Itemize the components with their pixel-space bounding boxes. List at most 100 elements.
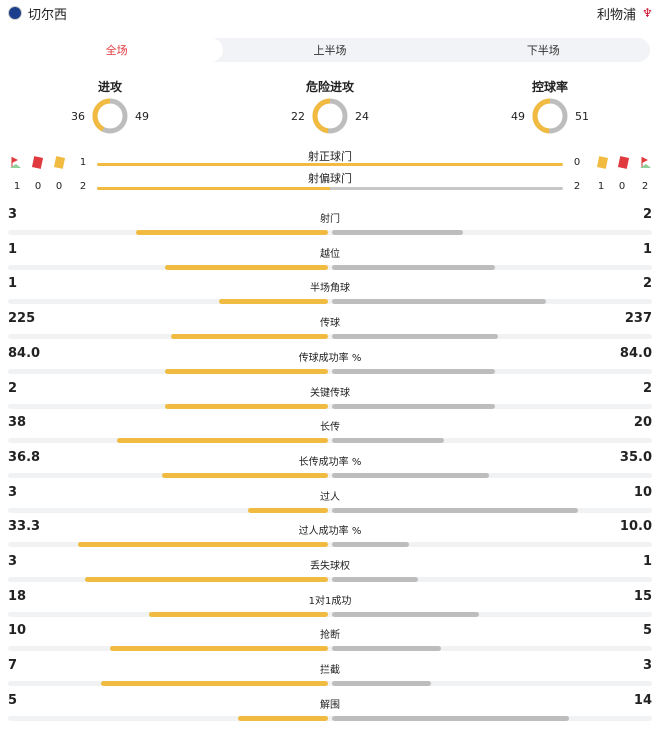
stat-name: 过人成功率 %: [298, 526, 362, 538]
stat-home-bar: [164, 403, 328, 409]
stat-name: 射门: [320, 214, 340, 225]
red-card-icon: [617, 156, 630, 169]
period-tabs: 全场 上半场 下半场: [10, 38, 650, 62]
ring-away-value: 51: [575, 109, 589, 123]
stat-away-bar: [332, 577, 419, 582]
stat-away-value: 1: [642, 241, 652, 257]
stat-home-bar: [238, 715, 328, 721]
home-team[interactable]: 切尔西: [8, 4, 67, 23]
stat-row: 225 传球 237: [0, 308, 660, 342]
stat-home-value: 18: [8, 588, 27, 604]
stat-track: [8, 611, 652, 617]
stat-track: [8, 438, 652, 444]
stat-away-bar: [332, 611, 480, 617]
ring-stat: 危险进攻 22 24: [270, 78, 390, 135]
stat-name: 关键传球: [310, 387, 350, 399]
stat-name: 传球: [320, 318, 340, 330]
away-off-target: 2: [573, 181, 581, 192]
stat-track: [8, 334, 652, 340]
stat-track: [8, 715, 652, 721]
home-corners: 1: [13, 181, 21, 192]
away-on-target: 0: [573, 157, 581, 168]
stat-track: [8, 577, 652, 582]
stat-away-value: 15: [633, 588, 652, 604]
stat-track: [8, 542, 652, 548]
ring-away-value: 24: [355, 109, 369, 123]
stat-name: 拦截: [320, 665, 340, 677]
liverpool-crest-icon: ♆: [642, 6, 653, 20]
ring-away-value: 49: [135, 109, 149, 123]
yellow-card-icon: [596, 156, 609, 169]
stat-home-bar: [78, 542, 328, 548]
stat-away-bar: [332, 646, 441, 652]
stat-away-value: 2: [642, 380, 652, 396]
away-corners: 2: [641, 181, 649, 192]
away-team[interactable]: 利物浦 ♆: [596, 4, 653, 23]
stat-away-value: 20: [633, 415, 652, 431]
stat-home-value: 7: [8, 658, 18, 674]
stat-row: 84.0 传球成功率 % 84.0: [0, 343, 660, 377]
stat-away-bar: [332, 681, 432, 687]
stat-away-value: 5: [642, 623, 652, 639]
stat-name: 1对1成功: [308, 595, 352, 607]
stat-row: 7 拦截 3: [0, 655, 660, 689]
stat-home-value: 10: [8, 623, 27, 639]
off-target-fill: [97, 187, 330, 190]
stat-home-bar: [116, 438, 328, 444]
off-target-bar: [97, 187, 563, 190]
ring-chart: [92, 98, 128, 134]
home-off-target: 2: [79, 181, 87, 192]
tab-full-match[interactable]: 全场: [10, 38, 224, 62]
stat-away-value: 1: [642, 554, 652, 569]
stat-home-value: 1: [8, 276, 18, 292]
stat-name: 长传: [320, 422, 340, 434]
match-header: 切尔西 利物浦 ♆: [0, 0, 660, 26]
on-target-label: 射正球门: [308, 150, 352, 163]
corner-flag-icon: [10, 157, 21, 168]
tab-first-half[interactable]: 上半场: [313, 44, 347, 57]
away-yellow-cards: 1: [597, 181, 605, 192]
stat-name: 越位: [320, 248, 340, 260]
stat-away-value: 35.0: [619, 449, 652, 465]
stat-row: 33.3 过人成功率 % 10.0: [0, 516, 660, 550]
stat-home-value: 38: [8, 415, 27, 431]
stat-away-value: 10.0: [619, 519, 652, 535]
stat-row: 38 长传 20: [0, 412, 660, 446]
stat-track: [8, 472, 652, 478]
stat-away-bar: [332, 264, 496, 270]
ring-home-arc: [532, 98, 568, 134]
stat-row: 36.8 长传成功率 % 35.0: [0, 447, 660, 481]
stat-away-value: 2: [642, 276, 652, 292]
ring-chart: [532, 98, 568, 134]
ring-stats: 进攻 36 49 危险进攻 22 24 控球率 49 51: [0, 78, 660, 138]
stat-track: [8, 368, 652, 374]
ring-home-value: 36: [71, 109, 85, 123]
ring-home-value: 49: [511, 109, 525, 123]
stat-away-bar: [332, 334, 499, 340]
home-red-cards: 0: [34, 181, 42, 192]
ring-title: 控球率: [531, 80, 568, 94]
corner-flag-icon: [640, 157, 651, 168]
stat-away-value: 237: [624, 311, 652, 327]
red-card-icon: [31, 156, 44, 169]
stat-row: 1 越位 1: [0, 239, 660, 273]
stat-away-bar: [332, 438, 444, 444]
stat-away-bar: [332, 230, 464, 235]
stat-home-value: 2: [8, 380, 18, 396]
stat-name: 解围: [320, 699, 340, 711]
stat-name: 长传成功率 %: [298, 456, 362, 468]
home-yellow-cards: 0: [55, 181, 63, 192]
tab-second-half[interactable]: 下半场: [526, 44, 560, 57]
stat-away-value: 3: [642, 658, 652, 674]
home-on-target: 1: [79, 157, 87, 168]
away-team-name: 利物浦: [596, 7, 636, 23]
ring-home-arc: [312, 98, 348, 134]
stat-home-value: 36.8: [8, 449, 41, 465]
stat-track: [8, 646, 652, 652]
stat-home-bar: [148, 611, 328, 617]
on-target-bar: [97, 163, 563, 166]
stat-track: [8, 299, 652, 305]
stat-name: 丢失球权: [310, 561, 350, 572]
stat-away-bar: [332, 507, 579, 513]
stat-row: 18 1对1成功 15: [0, 586, 660, 620]
